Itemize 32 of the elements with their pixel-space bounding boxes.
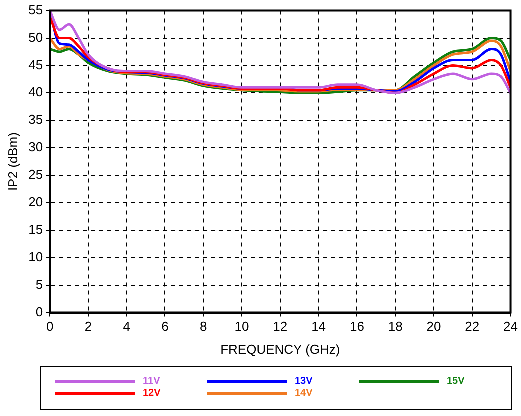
x-tick-label: 6 [162, 319, 169, 334]
x-tick-label: 0 [46, 319, 54, 334]
text: 14V [295, 388, 313, 398]
y-tick-label: 25 [28, 167, 44, 182]
text: 15V [447, 376, 465, 386]
text: 11V [143, 376, 160, 386]
y-tick-label: 5 [36, 276, 44, 292]
x-tick-label: 4 [123, 319, 130, 334]
y-tick-label: 30 [28, 140, 44, 155]
y-tick-label: 15 [28, 222, 44, 238]
y-axis-title: IP2 (dBm) [5, 132, 20, 192]
y-tick-label: 35 [28, 112, 44, 128]
x-tick-label: 24 [504, 319, 518, 334]
x-tick-label: 10 [234, 319, 250, 334]
y-tick-label: 45 [28, 57, 44, 72]
text: 13V [295, 376, 313, 386]
text: 12V [143, 388, 161, 398]
x-tick-label: 18 [388, 319, 403, 334]
y-tick-label: 10 [28, 249, 44, 264]
y-tick-label: 0 [36, 304, 44, 320]
x-tick-label: 16 [350, 319, 364, 334]
y-tick-label: 40 [28, 84, 44, 100]
x-tick-label: 22 [465, 319, 480, 334]
x-axis-title: FREQUENCY (GHz) [220, 342, 340, 357]
y-tick-label: 20 [28, 194, 44, 210]
y-tick-label: 50 [28, 30, 44, 45]
x-tick-label: 14 [312, 319, 326, 334]
x-tick-label: 20 [426, 319, 442, 334]
x-tick-label: 12 [273, 319, 288, 334]
y-tick-label: 55 [28, 2, 44, 18]
x-tick-label: 2 [84, 319, 92, 334]
x-tick-label: 8 [200, 319, 208, 334]
